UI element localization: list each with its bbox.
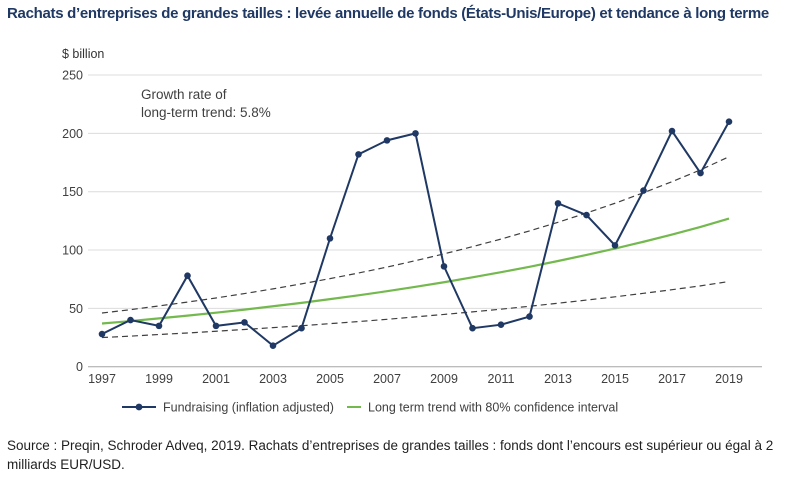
chart-canvas: $ billion Growth rate of long-term trend… — [62, 47, 762, 415]
x-tick-label-2005: 2005 — [316, 372, 344, 386]
growth-annotation: Growth rate of long-term trend: 5.8% — [141, 87, 271, 120]
data-point-2016 — [640, 187, 647, 194]
data-point-2003 — [269, 342, 277, 349]
y-tick-label-100: 100 — [62, 244, 83, 258]
y-axis-unit-label: $ billion — [62, 47, 104, 61]
legend-fundraising-marker-icon — [135, 403, 143, 411]
data-point-1997 — [98, 330, 106, 338]
data-point-2019 — [725, 118, 733, 125]
y-tick-label-250: 250 — [62, 69, 83, 83]
annotation-line-1: Growth rate of — [141, 87, 227, 102]
annotation-line-2: long-term trend: 5.8% — [141, 105, 271, 120]
data-point-2002 — [241, 319, 248, 326]
fundraising-line — [101, 121, 730, 347]
ci-upper-line — [101, 156, 730, 314]
y-tick-label-0: 0 — [76, 360, 83, 374]
y-tick-label-200: 200 — [62, 127, 83, 141]
x-tick-label-1997: 1997 — [88, 372, 116, 386]
data-point-2006 — [355, 151, 362, 158]
ci-lower-line — [101, 280, 730, 339]
data-point-2008 — [412, 130, 419, 137]
data-point-2011 — [497, 321, 505, 328]
data-point-1999 — [155, 322, 163, 330]
data-point-2005 — [326, 235, 334, 242]
data-point-2010 — [469, 324, 476, 332]
source-text: Source : Preqin, Schroder Adveq, 2019. R… — [7, 438, 774, 473]
legend-trend-label: Long term trend with 80% confidence inte… — [368, 401, 618, 415]
data-point-2014 — [583, 211, 590, 219]
chart-legend: Fundraising (inflation adjusted) Long te… — [122, 401, 618, 415]
data-point-2017 — [668, 127, 676, 135]
x-tick-label-2007: 2007 — [373, 372, 401, 386]
data-point-2018 — [697, 169, 704, 177]
chart-title: Rachats d’entreprises de grandes tailles… — [7, 5, 769, 22]
y-tick-label-150: 150 — [62, 185, 83, 199]
data-point-2013 — [554, 200, 562, 207]
data-point-2015 — [611, 242, 619, 249]
x-tick-label-1999: 1999 — [145, 372, 173, 386]
trend-line — [101, 217, 730, 325]
x-tick-label-2013: 2013 — [544, 372, 572, 386]
y-tick-label-50: 50 — [69, 302, 83, 316]
data-point-2012 — [526, 313, 533, 320]
data-point-2000 — [184, 272, 191, 279]
legend-fundraising-label: Fundraising (inflation adjusted) — [163, 401, 334, 415]
x-tick-label-2017: 2017 — [658, 372, 686, 386]
data-point-2007 — [383, 137, 391, 144]
plot-area: 0 50 100 150 200 250 1997 1999 2001 2003 2005 2007 2… — [62, 69, 762, 386]
x-tick-label-2009: 2009 — [430, 372, 458, 386]
data-point-1998 — [127, 316, 134, 324]
x-tick-label-2015: 2015 — [601, 372, 629, 386]
x-tick-label-2003: 2003 — [259, 372, 287, 386]
data-point-2009 — [440, 263, 448, 270]
data-point-2001 — [212, 322, 220, 330]
data-point-2004 — [298, 324, 305, 332]
x-tick-label-2001: 2001 — [202, 372, 230, 386]
x-tick-label-2019: 2019 — [715, 372, 743, 386]
x-tick-label-2011: 2011 — [488, 372, 515, 386]
